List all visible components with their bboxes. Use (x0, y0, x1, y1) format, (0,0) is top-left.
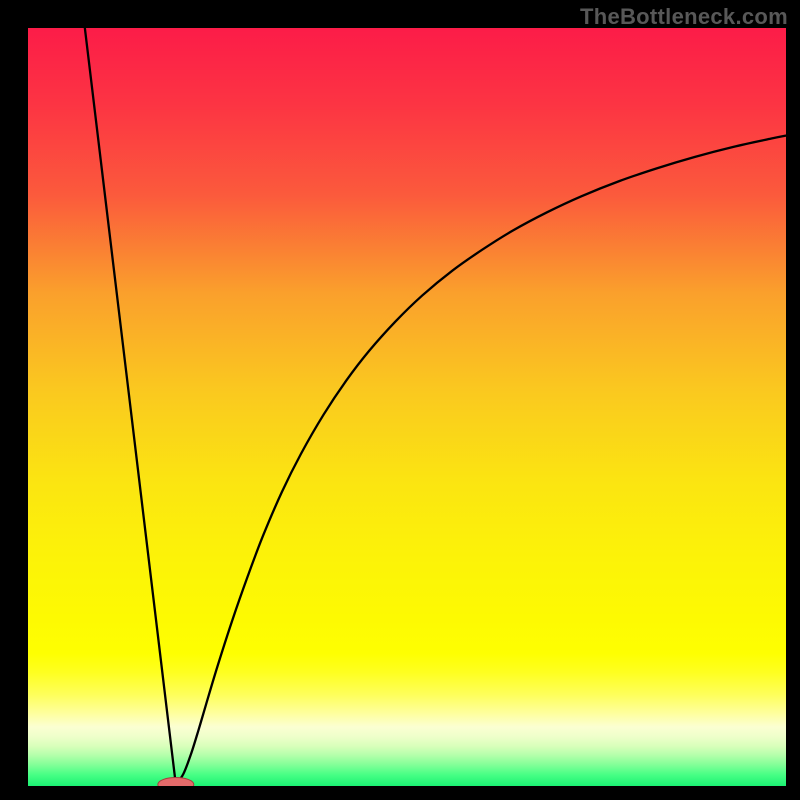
frame-border-1 (0, 0, 28, 800)
gradient-background (28, 28, 786, 786)
frame-border-3 (0, 786, 800, 800)
frame-border-2 (786, 0, 800, 800)
chart-svg (0, 0, 800, 800)
bottleneck-chart (0, 0, 800, 800)
watermark-text: TheBottleneck.com (580, 4, 788, 30)
